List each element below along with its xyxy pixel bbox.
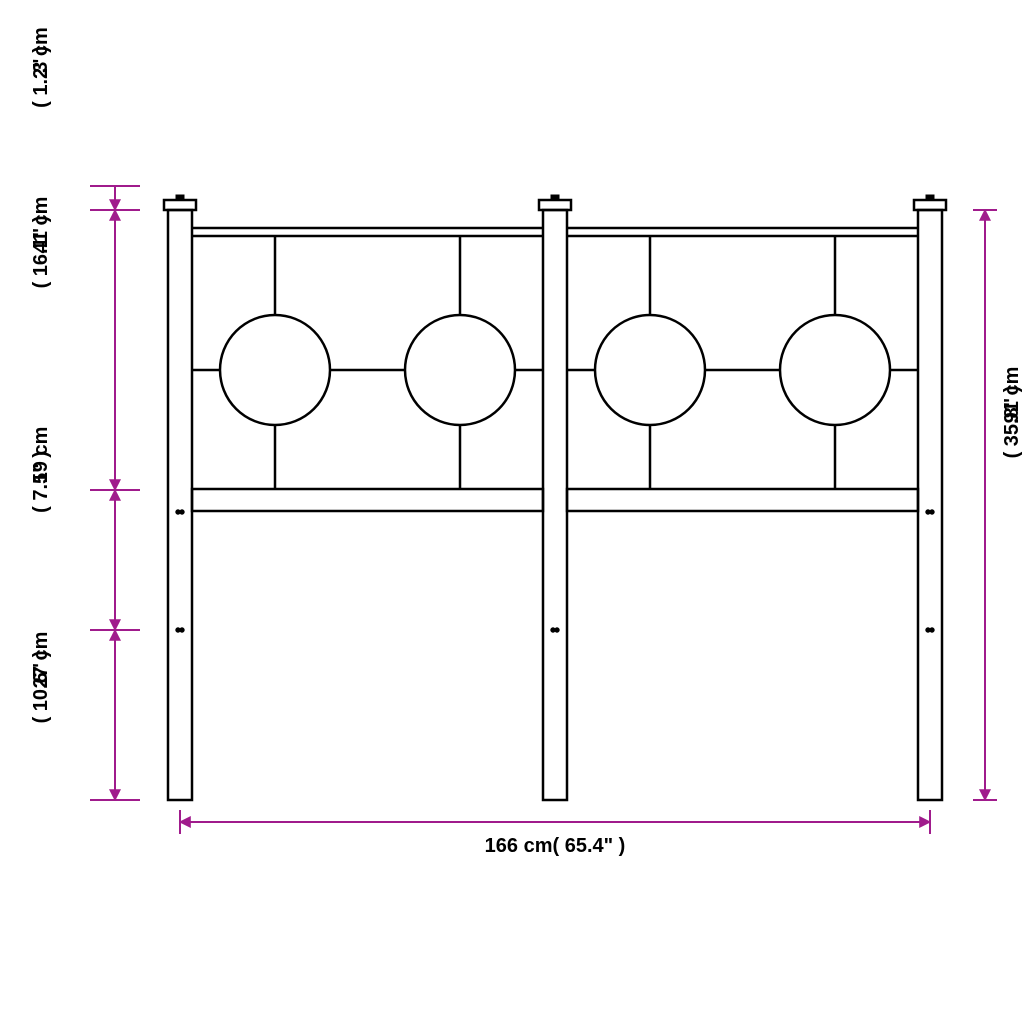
dimension-label: ( 1.2" ) (30, 46, 52, 108)
dimension-label: ( 7.5" ) (30, 451, 52, 513)
dimension-label: ( 35.8" ) (1001, 386, 1023, 459)
headboard-drawing (164, 195, 946, 800)
dimension-label: 166 cm( 65.4" ) (485, 835, 626, 857)
dimension-label: ( 10.6" ) (30, 651, 52, 724)
dimension-label: ( 16.1" ) (30, 216, 52, 289)
